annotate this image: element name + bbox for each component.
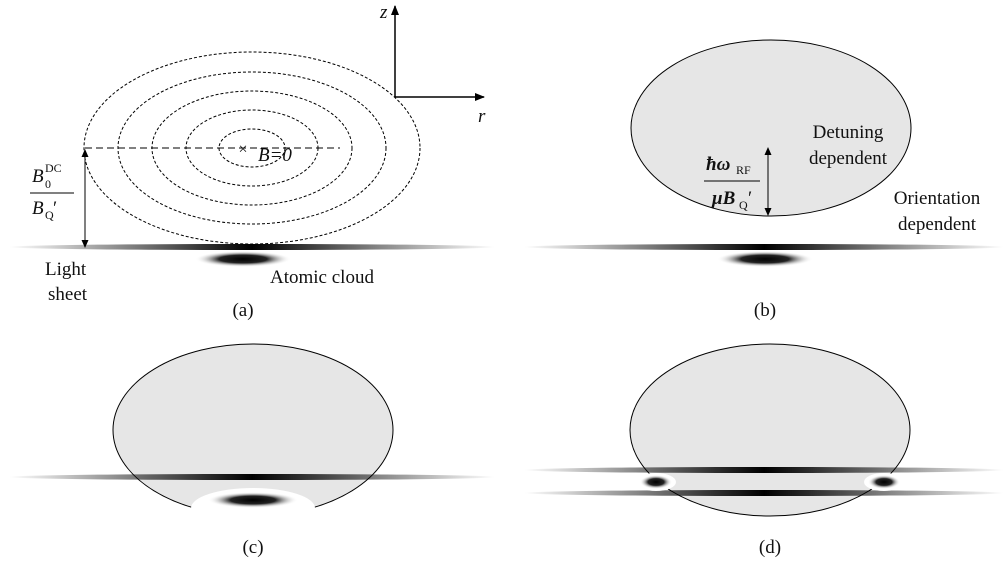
panel-label: (b)	[754, 300, 776, 321]
fraction-den-prime: ′	[748, 188, 752, 209]
fraction-num: ħω	[706, 154, 731, 175]
panel-label: (a)	[232, 300, 253, 321]
fraction-den-prime: ′	[53, 198, 57, 219]
light-sheet-label: Light	[45, 259, 87, 280]
field-zero-marker: ×	[238, 141, 247, 158]
fraction-num-sub: RF	[736, 163, 751, 177]
z-label: z	[379, 2, 388, 23]
fraction-num-sub: 0	[45, 177, 51, 191]
fraction-num: B	[32, 166, 44, 187]
light-sheet-label: sheet	[48, 284, 88, 305]
cloud-label: Atomic cloud	[270, 267, 374, 288]
atomic-cloud	[208, 492, 298, 508]
fraction-den-sub: Q	[739, 198, 748, 212]
detuning-label: dependent	[809, 148, 888, 169]
figure: z r × B=0 B 0 DC B Q ′ Light sheet Atomi…	[0, 0, 1003, 563]
atomic-cloud	[640, 475, 672, 489]
light-sheet	[524, 490, 1003, 496]
detuning-label: Detuning	[813, 122, 884, 143]
fraction-den: μB	[711, 188, 735, 209]
light-sheet	[9, 474, 495, 480]
r-label: r	[478, 106, 486, 127]
panel-a	[84, 52, 420, 244]
field-zero-label: B=0	[258, 145, 292, 166]
orientation-label: Orientation	[894, 188, 981, 209]
light-sheet	[524, 467, 1003, 473]
atomic-cloud	[868, 475, 900, 489]
light-sheet	[524, 244, 1003, 250]
atomic-cloud	[195, 251, 291, 267]
fraction-num-sup: DC	[45, 161, 62, 175]
light-sheet	[9, 244, 495, 250]
fraction-den: B	[32, 198, 44, 219]
orientation-label: dependent	[898, 214, 977, 235]
panel-label: (c)	[242, 537, 263, 558]
atomic-cloud	[717, 251, 813, 267]
panel-label: (d)	[759, 537, 781, 558]
